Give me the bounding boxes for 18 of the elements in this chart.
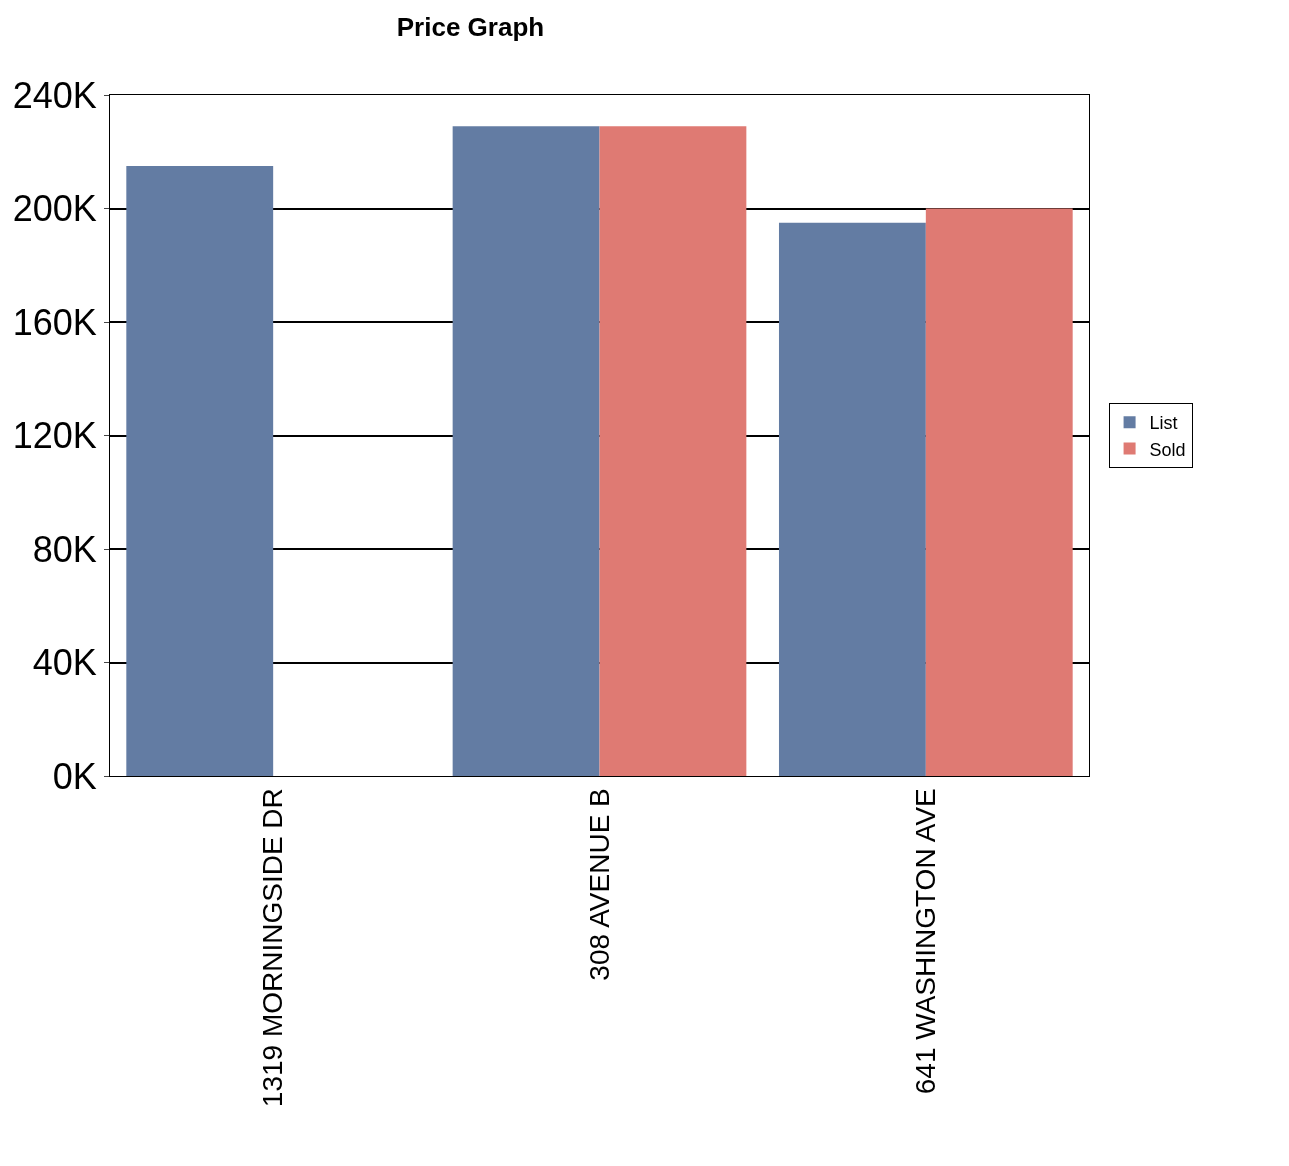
y-tick-label: 80K: [32, 528, 97, 570]
x-tick-label: 641 WASHINGTON AVE: [909, 788, 941, 1095]
legend-label: List: [1149, 413, 1178, 434]
y-tick-label: 160K: [12, 301, 97, 343]
x-tick-label: 308 AVENUE B: [583, 788, 615, 981]
bar: [778, 222, 926, 776]
y-tick-label: 40K: [32, 642, 97, 684]
bar: [452, 126, 600, 776]
bar: [126, 165, 274, 776]
y-tick-label: 0K: [52, 755, 97, 797]
chart-title: Price Graph: [396, 11, 545, 42]
legend-label: Sold: [1149, 439, 1186, 460]
bar: [599, 126, 747, 776]
y-tick-label: 120K: [12, 415, 97, 457]
x-tick-label: 1319 MORNINGSIDE DR: [257, 788, 289, 1108]
y-tick-label: 240K: [12, 74, 97, 116]
y-tick-label: 200K: [12, 188, 97, 230]
bar: [925, 208, 1073, 776]
